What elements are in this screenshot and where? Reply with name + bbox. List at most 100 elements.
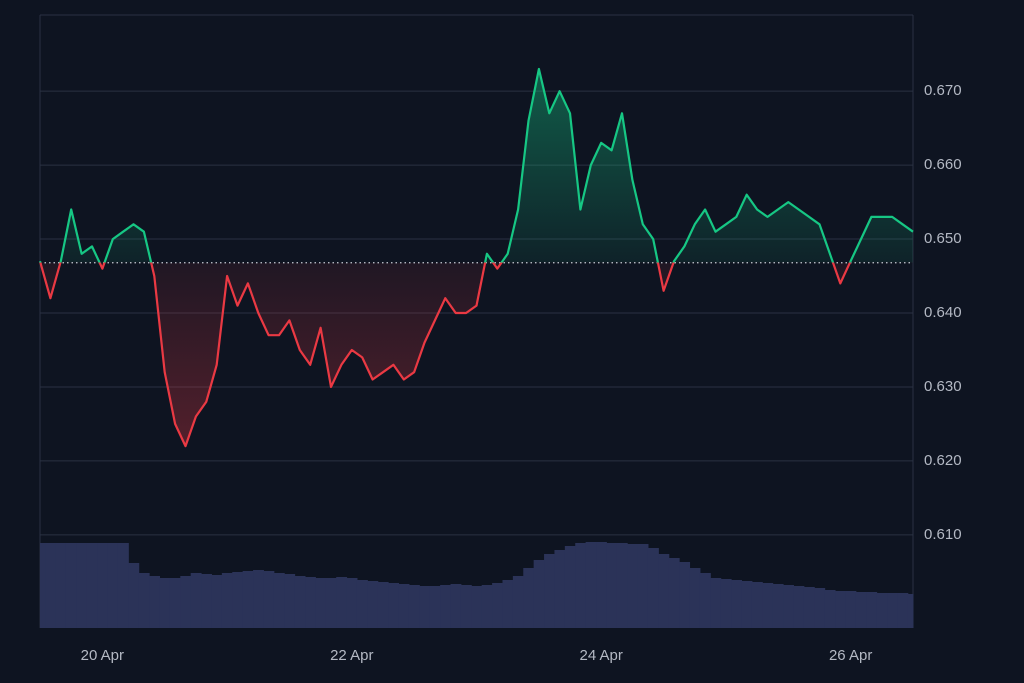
volume-bar: [180, 576, 192, 628]
volume-bar: [575, 543, 587, 628]
volume-bar: [751, 582, 763, 628]
volume-bar: [284, 574, 296, 628]
volume-bar: [502, 580, 514, 628]
x-tick-label: 26 Apr: [829, 647, 872, 664]
volume-bar: [273, 573, 285, 628]
volume-bar: [65, 543, 77, 628]
volume-bar: [190, 573, 202, 628]
volume-bar: [887, 593, 898, 628]
y-tick-label: 0.630: [924, 378, 962, 395]
volume-bar: [523, 568, 535, 628]
volume-bar: [211, 575, 223, 628]
volume-bar: [679, 562, 691, 628]
volume-bar: [201, 574, 212, 628]
volume-bar: [471, 586, 483, 628]
y-tick-label: 0.610: [924, 526, 962, 543]
volume-bar: [336, 577, 348, 628]
volume-bar: [221, 573, 233, 628]
volume-bar: [481, 585, 493, 628]
volume-bar: [388, 583, 400, 628]
volume-bar: [429, 586, 441, 628]
volume-bar: [346, 578, 358, 628]
volume-bar: [793, 586, 805, 628]
volume-bar: [419, 586, 431, 628]
volume-bar: [783, 585, 794, 628]
volume-bar: [606, 543, 618, 628]
volume-bar: [294, 576, 306, 628]
volume-bar: [616, 543, 628, 628]
volume-bar: [440, 585, 452, 628]
y-tick-label: 0.640: [924, 304, 962, 321]
price-line: [38, 67, 914, 448]
y-tick-label: 0.650: [924, 230, 962, 247]
volume-bar: [564, 546, 576, 628]
volume-bar: [325, 578, 337, 628]
volume-bar: [253, 570, 264, 628]
volume-bar: [585, 542, 597, 628]
volume-bar: [907, 594, 914, 628]
volume-bar: [159, 578, 171, 628]
volume-bar: [876, 593, 888, 628]
volume-bar: [107, 543, 119, 628]
volume-bar: [128, 563, 140, 628]
volume-bar: [731, 580, 743, 628]
volume-bar: [533, 560, 545, 628]
volume-bar: [305, 577, 316, 628]
volume-bar: [637, 544, 649, 628]
volume-bar: [803, 587, 815, 628]
x-tick-label: 20 Apr: [81, 647, 124, 664]
volume-bar: [544, 554, 555, 628]
volume-bar: [138, 573, 150, 628]
volume-bar: [762, 583, 774, 628]
y-tick-label: 0.620: [924, 452, 962, 469]
volume-bar: [824, 590, 836, 628]
y-tick-label: 0.660: [924, 156, 962, 173]
x-tick-label: 22 Apr: [330, 647, 373, 664]
volume-bar: [398, 584, 410, 628]
volume-bar: [658, 554, 670, 628]
volume-bar: [554, 550, 566, 628]
volume-bar: [86, 543, 98, 628]
volume-bar: [45, 543, 57, 628]
volume-bar: [897, 593, 909, 628]
volume-bar: [117, 543, 129, 628]
volume-bar: [814, 588, 826, 628]
volume-bar: [356, 580, 368, 628]
volume-bar: [377, 582, 389, 628]
volume-bar: [149, 576, 161, 628]
volume-bar: [232, 572, 244, 628]
volume-bar: [866, 592, 878, 628]
volume-bar: [512, 576, 524, 628]
volume-bar: [169, 578, 181, 628]
volume-bar: [450, 584, 462, 628]
volume-bar: [668, 558, 680, 628]
volume-bar: [699, 573, 711, 628]
x-tick-label: 24 Apr: [580, 647, 623, 664]
volume-bar: [408, 585, 420, 628]
volume-bar: [367, 581, 379, 628]
volume-bar: [263, 571, 275, 628]
volume-bar: [741, 581, 753, 628]
area-fill: [40, 69, 913, 447]
volume-bar: [55, 543, 67, 628]
volume-bar: [835, 591, 846, 628]
volume-bar: [76, 543, 88, 628]
volume-bar: [720, 579, 732, 628]
volume-bar: [97, 543, 109, 628]
volume-bar: [596, 542, 607, 628]
volume-bar: [492, 583, 503, 628]
volume-bar: [40, 543, 46, 628]
volume-bar: [845, 591, 857, 628]
volume-bar: [689, 568, 701, 628]
volume-bar: [315, 578, 327, 628]
y-tick-label: 0.670: [924, 82, 962, 99]
volume-bar: [772, 584, 784, 628]
volume-bar: [627, 544, 639, 628]
volume-bar: [242, 571, 254, 628]
volume-bar: [710, 578, 722, 628]
volume-bar: [460, 585, 472, 628]
volume-bar: [647, 548, 659, 628]
volume-bar: [855, 592, 867, 628]
